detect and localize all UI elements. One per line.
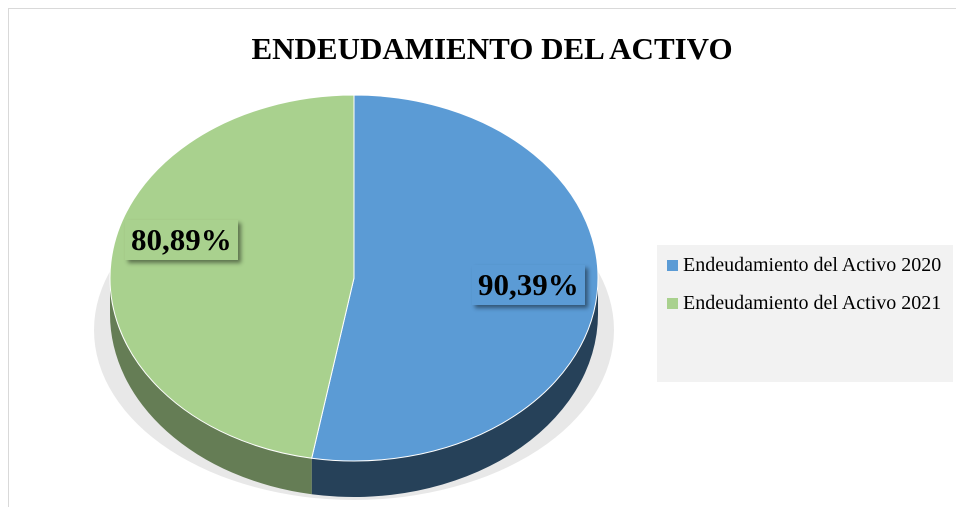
- data-label: 90,39%: [472, 265, 585, 305]
- legend-item: Endeudamiento del Activo 2021: [667, 291, 943, 315]
- legend-label: Endeudamiento del Activo 2020: [683, 254, 942, 276]
- chart-border: [8, 8, 956, 507]
- legend-item: Endeudamiento del Activo 2020: [667, 253, 943, 277]
- slice-side: [109, 278, 312, 495]
- slice: [311, 94, 599, 462]
- chart-title: ENDEUDAMIENTO DEL ACTIVO: [251, 31, 732, 66]
- legend: Endeudamiento del Activo 2020 Endeudamien…: [657, 245, 953, 382]
- slice-side: [311, 278, 598, 497]
- legend-swatch: [667, 260, 678, 271]
- legend-swatch: [667, 298, 678, 309]
- data-label: 80,89%: [125, 220, 238, 260]
- slice: [109, 94, 355, 459]
- legend-label: Endeudamiento del Activo 2021: [683, 292, 942, 314]
